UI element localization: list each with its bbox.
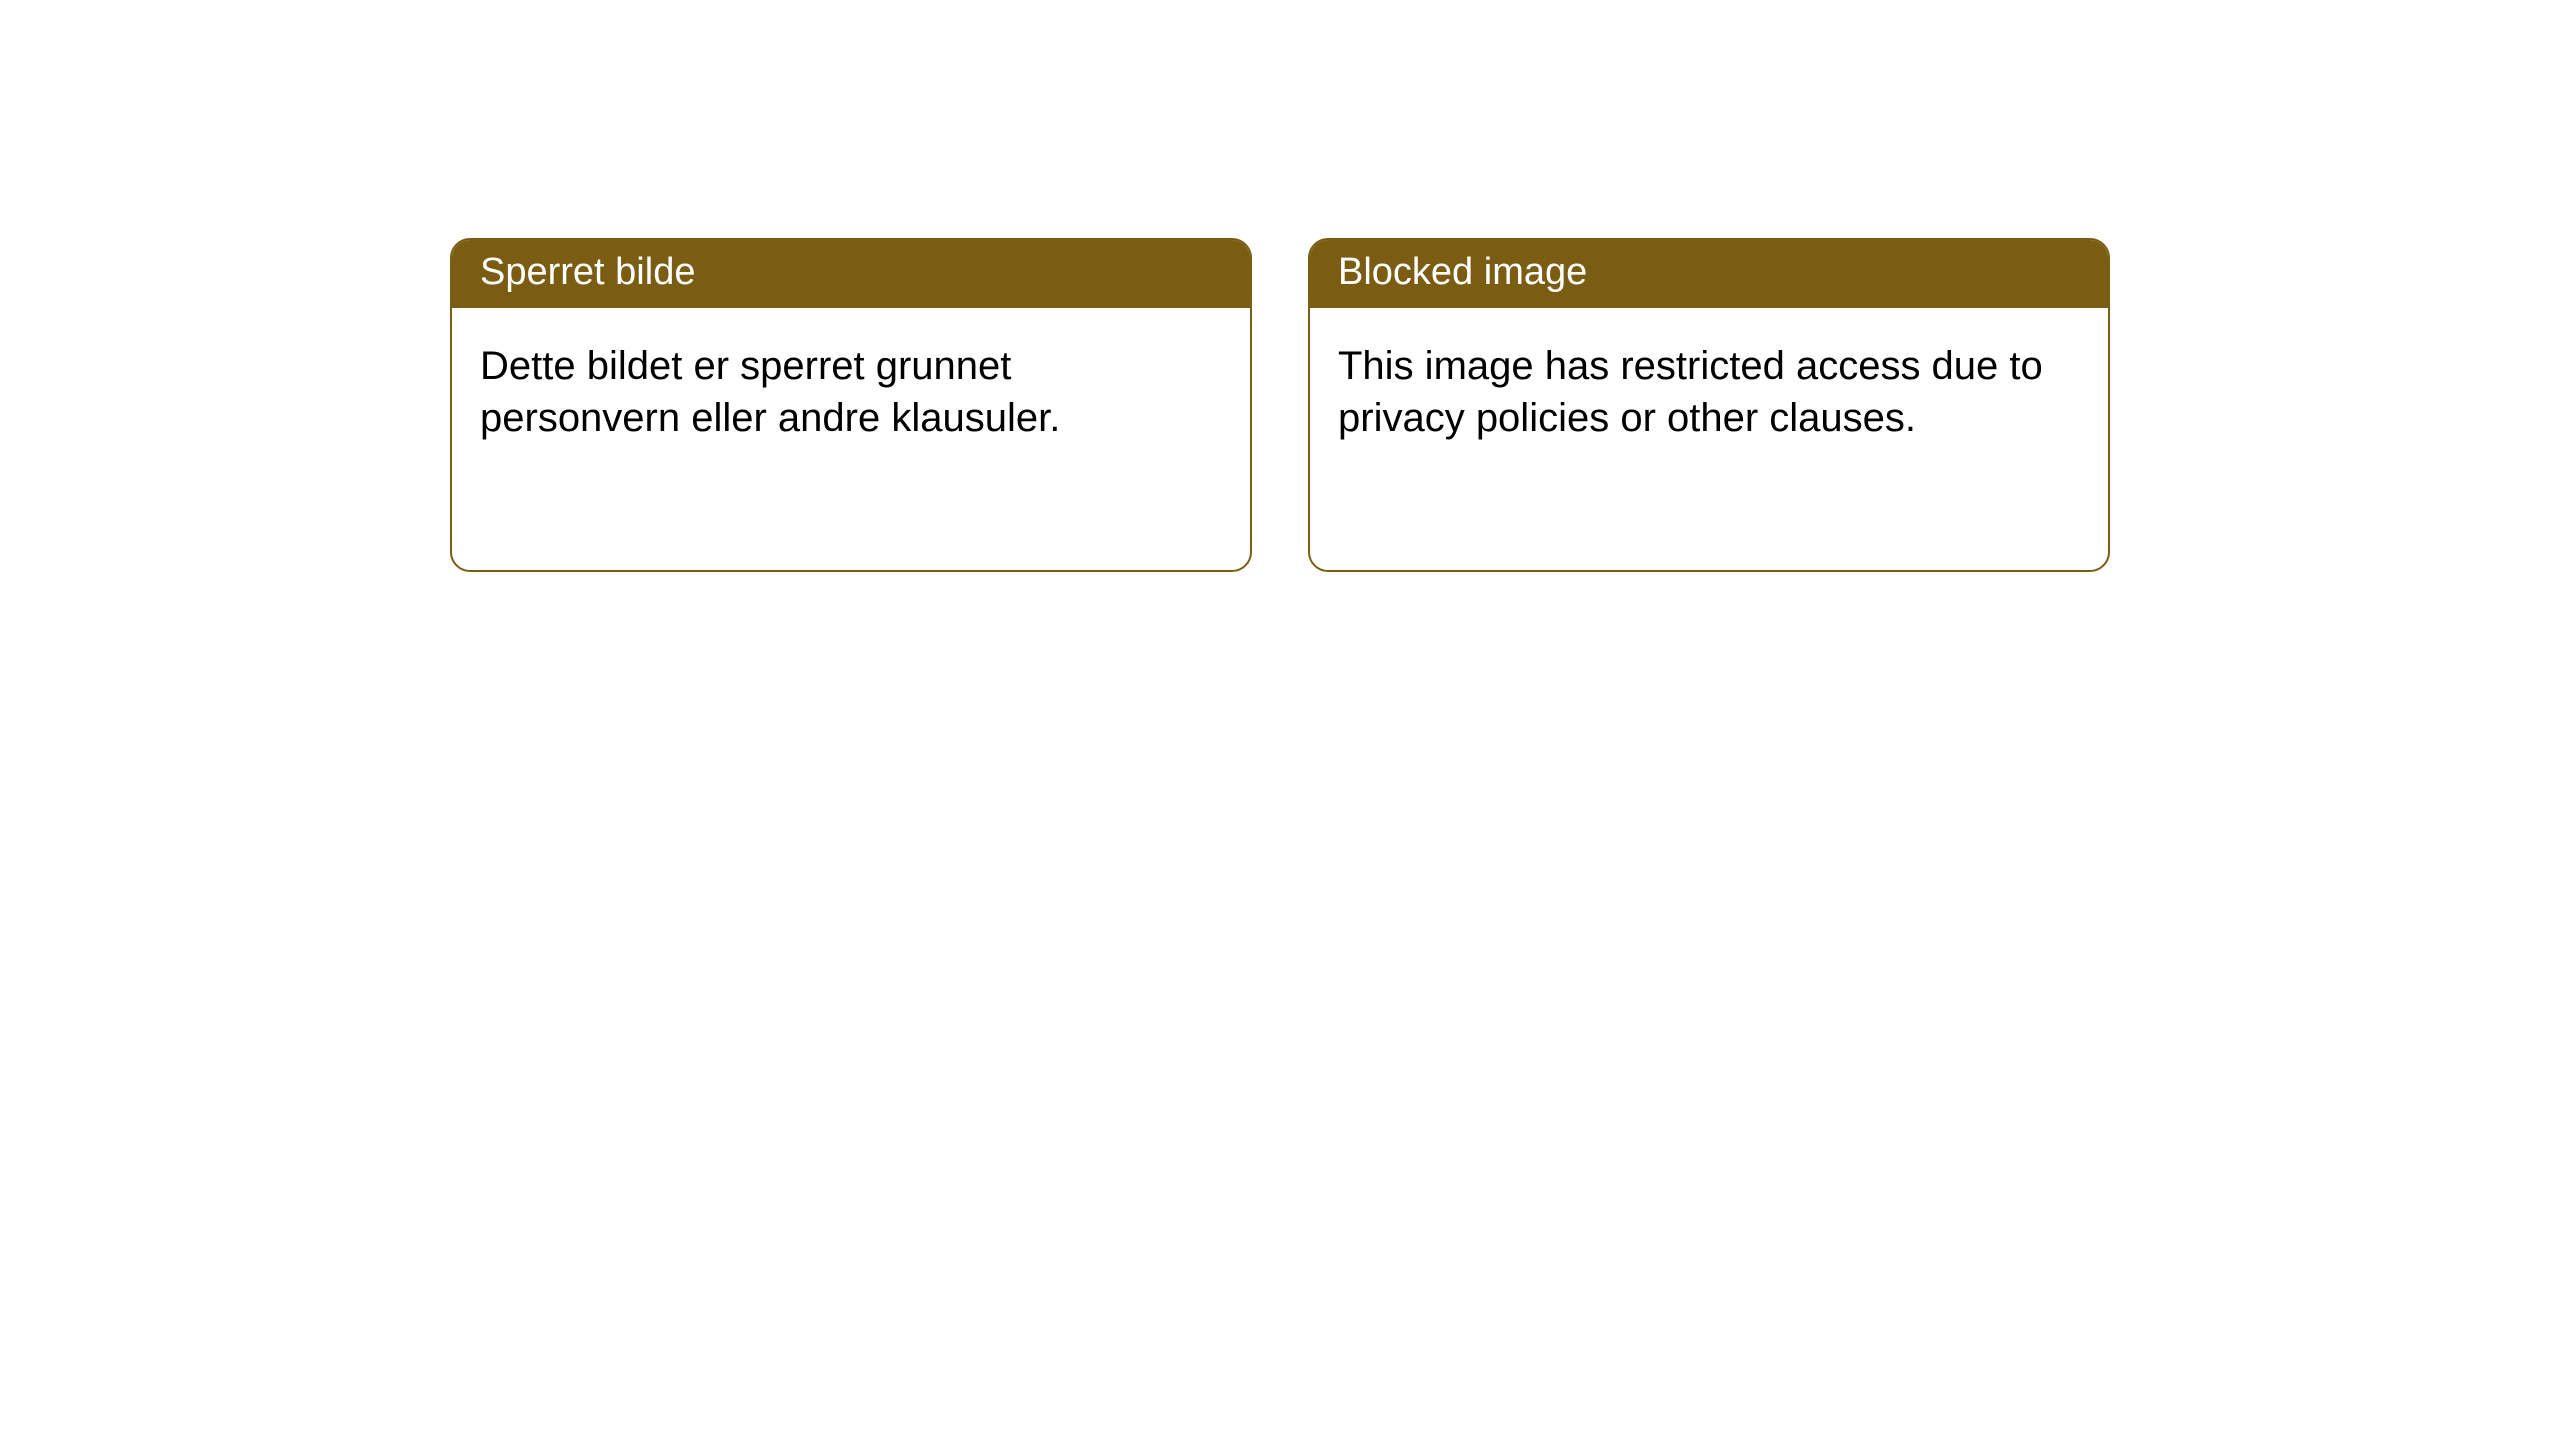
notice-card-title: Blocked image [1310,240,2108,308]
notice-card-norwegian: Sperret bilde Dette bildet er sperret gr… [450,238,1252,572]
notice-card-body: This image has restricted access due to … [1310,308,2108,476]
notice-card-body: Dette bildet er sperret grunnet personve… [452,308,1250,476]
notice-cards-container: Sperret bilde Dette bildet er sperret gr… [450,238,2110,572]
notice-card-title: Sperret bilde [452,240,1250,308]
notice-card-english: Blocked image This image has restricted … [1308,238,2110,572]
